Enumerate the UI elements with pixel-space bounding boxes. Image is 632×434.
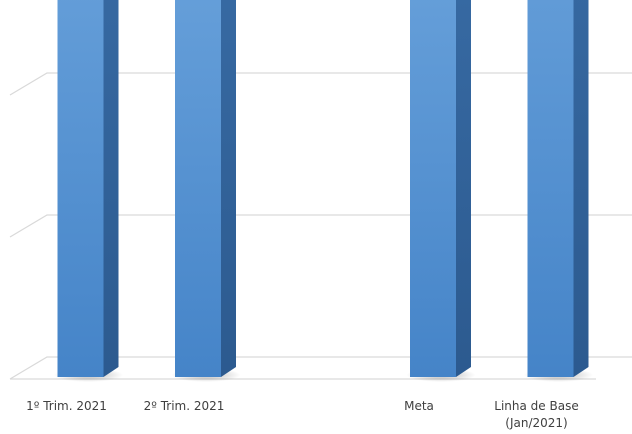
bar-side-face	[573, 0, 589, 377]
bar-front-face	[527, 0, 574, 378]
bar-side-face	[103, 0, 119, 377]
bar	[54, 0, 123, 382]
bar	[406, 0, 476, 382]
bar	[524, 0, 593, 382]
bar-front-face	[410, 0, 456, 377]
category-label: Linha de Base (Jan/2021)	[494, 399, 578, 430]
bar	[171, 0, 241, 382]
bars	[54, 0, 593, 382]
bar-front-face	[57, 0, 104, 377]
category-labels: 1º Trim. 2021 2º Trim. 2021 Meta Linha de B…	[26, 399, 579, 430]
category-label: Meta	[404, 399, 434, 413]
bar-side-face	[221, 0, 236, 377]
category-label: 1º Trim. 2021	[26, 399, 107, 413]
category-label: 2º Trim. 2021	[144, 399, 225, 413]
bar-front-face	[175, 0, 221, 378]
bar-side-face	[456, 0, 471, 377]
